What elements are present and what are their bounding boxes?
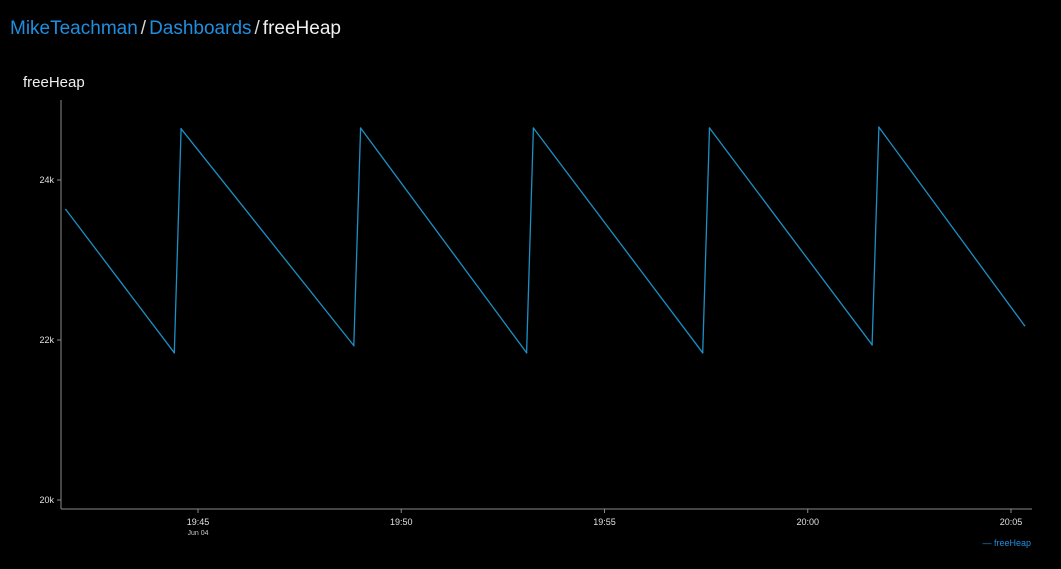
data-point [878,126,880,128]
data-point [65,208,67,211]
breadcrumb-dashboards-link[interactable]: Dashboards [149,18,252,39]
breadcrumb-current-page: freeHeap [262,18,341,39]
data-point [701,352,704,354]
x-tick-sublabel: Jun 04 [187,530,208,537]
y-tick-label: 24k [39,175,54,185]
data-point [525,352,528,354]
data-point [353,344,355,347]
data-point [173,352,176,354]
breadcrumb-separator: / [140,18,147,39]
x-tick-label: 20:05 [1000,517,1023,527]
y-tick-label: 20k [39,495,54,505]
breadcrumb: MikeTeachman / Dashboards / freeHeap [10,17,341,41]
x-tick-label: 19:50 [390,517,413,527]
data-point [359,127,362,129]
data-point [180,128,182,130]
breadcrumb-separator: / [254,18,260,39]
legend-label: freeHeap [993,538,1031,548]
y-tick-label: 22k [39,335,54,345]
x-tick-label: 19:55 [593,517,616,527]
data-point [1023,324,1026,327]
series-line-freeHeap [65,126,1026,354]
legend-swatch: — [982,538,994,548]
data-point [532,127,535,129]
x-tick-label: 19:45 [187,517,210,527]
data-point [871,344,873,346]
data-point [708,127,711,129]
breadcrumb-user-link[interactable]: MikeTeachman [10,18,138,39]
panel-title: freeHeap [23,74,85,91]
chart-legend[interactable]: — freeHeap [982,538,1031,548]
x-tick-label: 20:00 [796,517,819,527]
